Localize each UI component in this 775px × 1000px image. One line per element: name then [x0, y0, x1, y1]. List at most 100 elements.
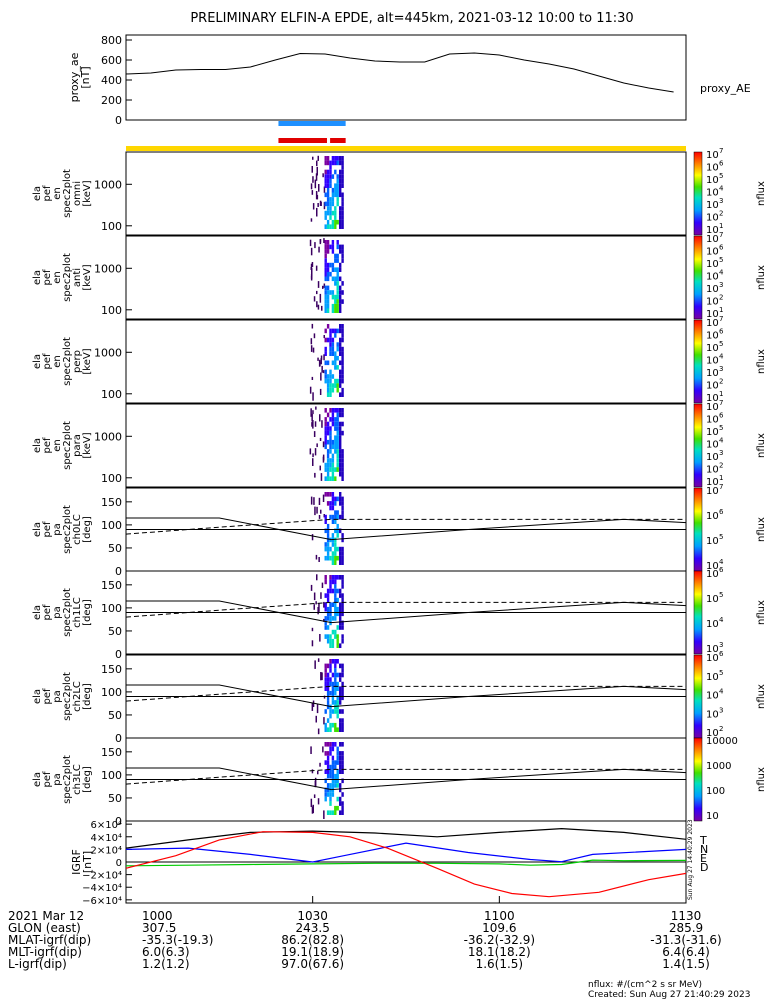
igrf-series-N: [125, 842, 687, 863]
spec-speck: [317, 357, 319, 361]
spec-cell: [334, 663, 337, 669]
spec-ylabel: spec2plot: [62, 505, 73, 554]
spec-cell: [341, 510, 344, 515]
spec-cell: [329, 663, 332, 669]
spec-cell: [334, 510, 337, 515]
spec-cell: [339, 700, 342, 705]
spec-cell: [341, 253, 344, 259]
colorbar-tick-label: 10: [706, 402, 719, 413]
colorbar: [693, 570, 703, 655]
spec-cell: [331, 337, 335, 343]
spec-ylabel: anti: [72, 268, 83, 287]
spec-cell: [341, 412, 344, 418]
spec-cell: [336, 778, 339, 784]
spec-cell: [324, 351, 327, 356]
igrf-ylabel: IGRF: [70, 849, 83, 875]
colorbar-tick-label: 10: [706, 653, 719, 664]
spec-cell: [329, 160, 332, 166]
spec-cell: [334, 709, 337, 714]
spec-cell: [341, 584, 344, 589]
spec-cell: [339, 611, 342, 617]
spec-cell: [331, 421, 335, 427]
spec-ytick-label: 100: [101, 388, 122, 401]
spec-cell: [326, 197, 330, 202]
spec-speck: [312, 458, 314, 466]
spec-speck: [321, 420, 323, 428]
spec-cell: [326, 174, 330, 179]
ephem-row-label: GLON (east): [8, 921, 81, 935]
igrf-legend-N: N: [700, 843, 708, 856]
spec-cell: [329, 677, 332, 682]
spec-cell: [341, 501, 344, 506]
ephem-value: 97.0(67.6): [281, 957, 344, 971]
spec-cell: [326, 476, 330, 481]
spec-cell: [334, 435, 337, 440]
spec-cell: [324, 555, 327, 561]
figure-title: PRELIMINARY ELFIN-A EPDE, alt=445km, 202…: [190, 11, 633, 26]
spec-cell: [326, 769, 330, 774]
spec-cell: [336, 555, 339, 561]
spec-cell: [339, 210, 342, 216]
spec-speck: [319, 634, 321, 642]
spec-cell: [326, 169, 330, 175]
spec-cell: [326, 219, 330, 225]
colorbar-tick-exponent: 2: [719, 378, 723, 386]
spec-cell: [326, 625, 330, 630]
spec-cell: [331, 695, 335, 701]
spec-cell: [339, 695, 342, 701]
spec-cell: [324, 360, 327, 366]
spec-ytick-label: 100: [101, 769, 122, 782]
spec-cell: [336, 417, 339, 422]
spec-cell: [339, 360, 342, 366]
spec-cell: [324, 244, 327, 250]
spec-cell: [329, 435, 332, 440]
spec-cell: [339, 755, 342, 761]
spec-cell: [341, 156, 344, 161]
spec-cell: [331, 458, 335, 463]
spec-speck: [317, 304, 320, 310]
spec-cell: [339, 408, 342, 413]
spec-cell: [324, 672, 327, 678]
spec-cell: [329, 668, 332, 673]
spec-cell: [334, 417, 337, 422]
spec-ylabel: spec2plot: [62, 672, 73, 721]
spec-cell: [331, 308, 335, 313]
colorbar-tick-label: 10: [706, 225, 719, 236]
spec-cell: [324, 787, 327, 793]
spec-speck: [315, 173, 318, 181]
colorbar-tick-exponent: 7: [719, 399, 723, 407]
spec-cell: [329, 346, 332, 352]
spec-cell: [326, 458, 330, 463]
spec-speck: [312, 410, 314, 415]
colorbar-tick-exponent: 5: [719, 172, 723, 180]
spec-speck: [316, 290, 318, 295]
spec-cell: [336, 588, 339, 594]
spec-cell: [336, 643, 339, 648]
colorbar-tick-exponent: 5: [719, 424, 723, 432]
colorbar-tick-label: 10: [706, 415, 719, 426]
igrf-ytick-label: −6×10⁴: [82, 896, 122, 907]
ephem-value: -35.3(-19.3): [142, 933, 213, 947]
spec-cell: [326, 183, 330, 188]
spec-speck: [310, 496, 313, 505]
spec-cell: [331, 560, 335, 565]
spec-cell: [336, 187, 339, 193]
spec-cell: [334, 778, 337, 784]
spec-speck: [323, 335, 325, 339]
spec-cell: [334, 579, 337, 585]
spec-cell: [334, 597, 337, 603]
colorbar-tick-label: 10: [706, 188, 719, 199]
spec-cell: [339, 801, 342, 806]
spec-cell: [324, 681, 327, 687]
spec-cell: [331, 519, 335, 524]
spec-cell: [341, 533, 344, 538]
spec-cell: [339, 169, 342, 175]
spec-cell: [336, 625, 339, 630]
spec-cell: [341, 458, 344, 463]
spec-ylabel: ela: [32, 270, 43, 285]
colorbar: [693, 151, 703, 236]
colorbar-tick-label: 10: [706, 569, 719, 580]
spec-cell: [341, 597, 344, 603]
spec-cell: [324, 778, 327, 784]
colorbar-tick-label: 10: [706, 811, 719, 822]
